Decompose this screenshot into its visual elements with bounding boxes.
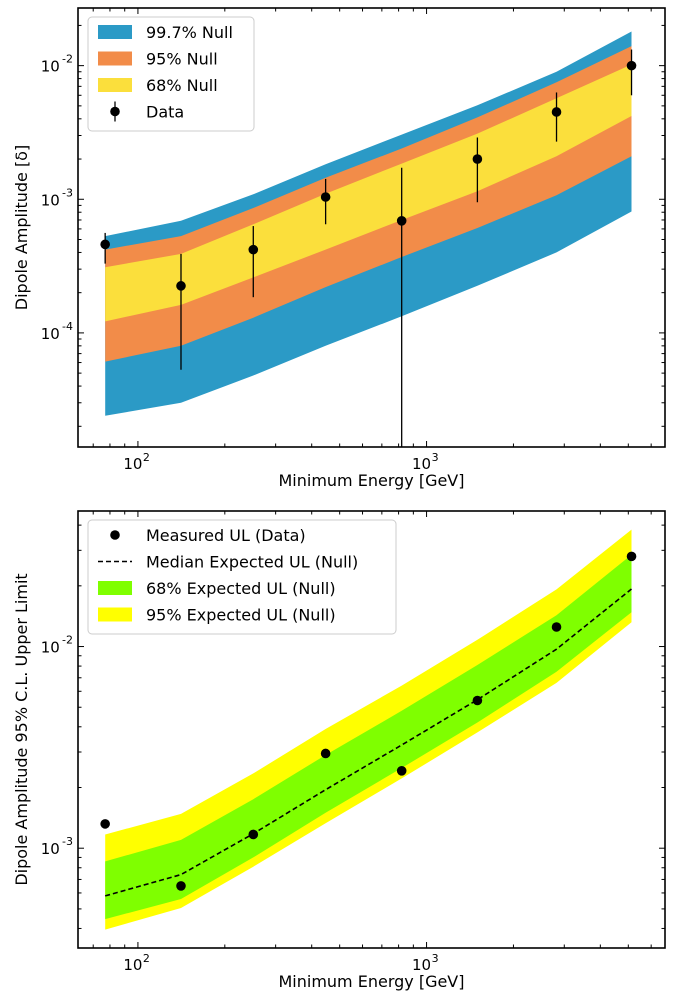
top-data-point xyxy=(551,107,562,117)
bottom-panel-upper-limit: 10 2 10 3-310-210 Minimum Energy [GeV] Dipo… xyxy=(12,510,666,991)
top-data-point xyxy=(472,154,483,164)
bottom-x-axis-label: Minimum Energy [GeV] xyxy=(278,972,464,991)
top-y-tick-label: 10 xyxy=(41,191,60,209)
bottom-legend-label: Median Expected UL (Null) xyxy=(146,553,358,572)
top-legend-label: 99.7% Null xyxy=(146,23,233,42)
bottom-axis-ticks: 10 2 10 3-310-210 xyxy=(41,511,665,974)
top-y-tick-label: 10 xyxy=(41,58,60,76)
top-y-axis-label: Dipole Amplitude [δ] xyxy=(12,145,31,310)
bottom-data-series xyxy=(100,551,637,897)
top-data-point xyxy=(100,239,110,250)
top-data-point xyxy=(176,281,186,291)
bottom-expected-bands xyxy=(105,529,632,930)
bottom-x-tick-label: 10 xyxy=(412,956,431,974)
bottom-y-tick-exponent: -3 xyxy=(62,835,73,848)
top-data-point xyxy=(396,216,407,226)
bottom-y-tick-exponent: -2 xyxy=(62,634,73,647)
top-axis-ticks: 10 2 10 3-410-310-210 xyxy=(41,8,665,473)
top-y-tick-exponent: -4 xyxy=(62,320,73,333)
bottom-band-1 xyxy=(105,554,632,920)
bottom-y-axis-label: Dipole Amplitude 95% C.L. Upper Limit xyxy=(12,573,31,885)
bottom-median-line xyxy=(104,588,633,897)
top-data-point xyxy=(320,192,331,202)
bottom-data-point xyxy=(248,829,259,840)
bottom-legend-marker xyxy=(110,530,120,540)
top-legend-swatch xyxy=(98,25,132,39)
top-y-tick-exponent: -3 xyxy=(62,186,73,199)
top-x-tick-exponent: 2 xyxy=(143,451,150,464)
bottom-plot-frame xyxy=(77,510,666,949)
top-legend-label: Data xyxy=(146,103,184,122)
top-y-tick-exponent: -2 xyxy=(62,53,73,66)
bottom-legend-label: 68% Expected UL (Null) xyxy=(146,579,336,598)
top-legend-marker xyxy=(110,106,120,117)
bottom-y-tick-label: 10 xyxy=(41,840,60,858)
top-x-tick-label: 10 xyxy=(412,455,431,473)
bottom-legend: Measured UL (Data) Median Expected UL (Nu… xyxy=(87,519,397,635)
top-x-tick-exponent: 3 xyxy=(432,451,439,464)
bottom-y-tick-label: 10 xyxy=(41,639,60,657)
bottom-legend-swatch xyxy=(98,581,132,595)
top-legend: 99.7% Null 95% Null 68% Null Data xyxy=(87,16,255,132)
top-legend-box xyxy=(87,16,255,132)
top-legend-swatch xyxy=(98,51,132,66)
top-y-tick-label: 10 xyxy=(41,325,60,343)
bottom-legend-label: 95% Expected UL (Null) xyxy=(146,606,336,625)
bottom-data-point xyxy=(320,748,331,759)
bottom-data-point xyxy=(176,881,186,891)
bottom-data-point xyxy=(626,551,637,562)
bottom-x-tick-exponent: 2 xyxy=(143,952,150,965)
top-x-tick-label: 10 xyxy=(123,455,142,473)
top-band-2 xyxy=(105,64,632,322)
bottom-data-point xyxy=(396,766,407,776)
top-legend-label: 68% Null xyxy=(146,76,218,95)
top-plot-frame xyxy=(77,7,666,448)
bottom-legend-swatch xyxy=(98,607,132,622)
top-data-point xyxy=(248,244,259,255)
top-data-point xyxy=(626,60,637,71)
bottom-x-tick-label: 10 xyxy=(123,956,142,974)
top-null-bands xyxy=(105,31,632,416)
bottom-legend-label: Measured UL (Data) xyxy=(146,526,306,545)
top-data-series xyxy=(100,49,637,447)
top-x-axis-label: Minimum Energy [GeV] xyxy=(278,471,464,490)
top-legend-label: 95% Null xyxy=(146,50,218,69)
bottom-data-point xyxy=(100,819,110,829)
bottom-data-point xyxy=(551,622,562,632)
top-panel-dipole-amplitude: 10 2 10 3-410-310-210 Minimum Energy [GeV] … xyxy=(12,7,666,490)
top-legend-swatch xyxy=(98,78,132,92)
bottom-legend-box xyxy=(87,519,397,635)
bottom-x-tick-exponent: 3 xyxy=(432,952,439,965)
bottom-data-point xyxy=(472,695,483,706)
